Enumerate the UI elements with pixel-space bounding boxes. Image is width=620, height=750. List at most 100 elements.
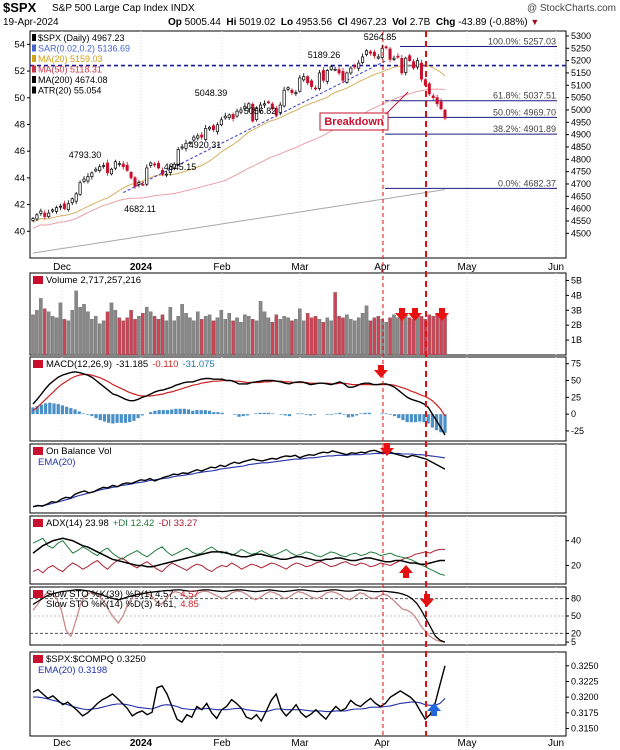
x-axis-label: May (458, 738, 477, 749)
macd-histogram-bar (434, 414, 439, 431)
volume-bar (404, 314, 408, 356)
volume-bar (419, 316, 424, 356)
axis-tick-label: 0 (571, 409, 576, 419)
volume-bar (349, 319, 353, 356)
stockcharts-brand[interactable]: @ StockCharts.com (526, 3, 616, 14)
x-axis-label: Mar (291, 262, 309, 273)
legend-text: 4.57 (180, 589, 199, 600)
fib-label: 38.2%: 4901.89 (493, 124, 556, 134)
candle (55, 207, 59, 212)
macd-histogram-bar (94, 414, 98, 419)
up-arrow-icon (427, 703, 441, 716)
down-triangle-icon: ▼ (530, 17, 540, 27)
macd-histogram-bar (102, 414, 107, 422)
volume-bar (301, 320, 306, 356)
ratio-panel (29, 651, 567, 737)
candle (419, 62, 423, 80)
candle (313, 87, 318, 90)
x-axis-label: Jun (548, 738, 564, 749)
x-axis-label: 2024 (130, 262, 153, 273)
volume-bar (94, 316, 98, 356)
candle (235, 110, 239, 117)
macd-histogram-bar (186, 409, 191, 415)
candle (384, 46, 388, 49)
candle (51, 209, 55, 212)
macd-histogram-bar (174, 408, 178, 415)
stoch14-line (32, 590, 446, 643)
candle (388, 48, 392, 60)
volume-bar (415, 313, 420, 356)
candle (357, 62, 361, 69)
volume-bar (443, 314, 447, 356)
macd-histogram-bar (207, 410, 212, 415)
candle (239, 109, 243, 113)
volume-bar (46, 311, 51, 356)
candle (439, 101, 443, 110)
candle (133, 177, 137, 187)
volume-bar (278, 319, 282, 356)
down-arrow-icon (395, 308, 409, 321)
candle (247, 103, 251, 110)
macd-histogram-bar (313, 414, 317, 415)
left-axis-label: 50 (14, 93, 25, 104)
volume-bar (274, 314, 279, 356)
volume-bar (243, 314, 247, 356)
axis-tick-label: 4750 (571, 167, 591, 177)
down-arrow-icon (374, 365, 388, 378)
close-label: Cl (337, 17, 348, 28)
macd-histogram-bar (283, 414, 287, 416)
macd-histogram-bar (170, 409, 174, 415)
macd-histogram-bar (132, 414, 136, 421)
volume-bar (70, 310, 74, 356)
candle (164, 173, 168, 176)
macd-histogram-bar (77, 411, 81, 415)
candle (215, 124, 219, 133)
volume-bar (97, 323, 102, 356)
candle (58, 205, 62, 208)
candle (427, 83, 431, 95)
legend-text: -31.185 (116, 359, 148, 370)
volume-bar (372, 317, 377, 356)
volume-bar (219, 310, 224, 356)
macd-histogram-bar (418, 414, 422, 422)
volume-bar (341, 317, 345, 356)
volume-bar (313, 316, 318, 356)
volume-bar (294, 319, 298, 356)
macd-histogram-bar (182, 408, 186, 415)
candle (125, 164, 129, 171)
candle (82, 178, 86, 182)
price-label: 5264.85 (364, 32, 397, 42)
legend-text: -DI 33.27 (158, 518, 197, 529)
axis-tick-label: 40 (571, 536, 581, 546)
ratio-axis-label: 0.3175 (571, 708, 599, 718)
up-arrow-icon (399, 565, 413, 578)
volume-bar (39, 298, 43, 356)
volume-bar (156, 319, 161, 356)
candle (341, 71, 345, 81)
candle (325, 70, 329, 82)
macd-histogram-bar (65, 406, 69, 415)
axis-tick-label: 20 (571, 560, 581, 570)
macd-histogram-bar (52, 403, 56, 415)
axis-tick-label: 50 (571, 611, 581, 621)
candle (298, 77, 302, 92)
macd-histogram-bar (98, 414, 102, 421)
candle (259, 104, 263, 112)
volume-bar (101, 320, 106, 356)
candle (160, 170, 165, 175)
volume-bar (117, 317, 122, 356)
candle (219, 119, 223, 126)
candle (74, 193, 78, 202)
candle (31, 218, 35, 221)
axis-tick-label: 5300 (571, 31, 591, 41)
macd-histogram-bar (48, 402, 52, 415)
volume-bar (305, 313, 310, 356)
candle (102, 165, 106, 167)
open-value: 5005.44 (184, 17, 221, 28)
down-arrow-icon (420, 594, 434, 607)
volume-bar (129, 310, 133, 356)
volume-bar (325, 317, 330, 356)
legend-text: -0.110 (152, 359, 178, 370)
volume-bar (184, 313, 188, 356)
candle (274, 107, 278, 116)
